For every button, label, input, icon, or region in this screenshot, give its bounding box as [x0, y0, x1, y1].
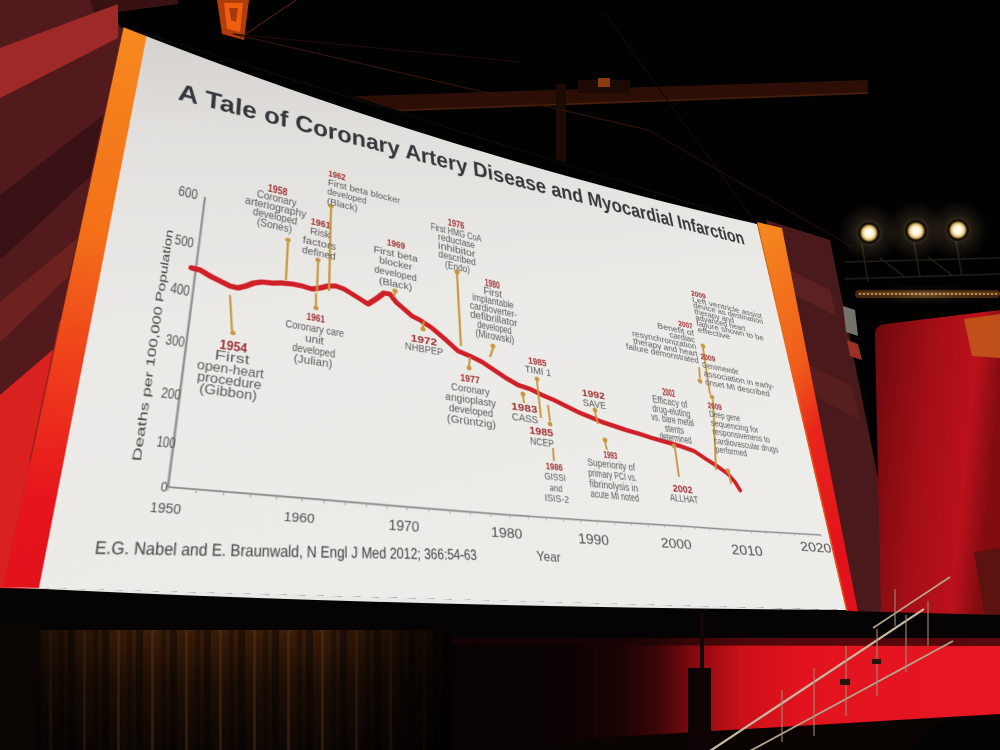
- svg-text:2009: 2009: [707, 399, 723, 412]
- svg-text:1985: 1985: [529, 425, 554, 439]
- svg-text:2010: 2010: [730, 542, 764, 559]
- svg-text:unit: unit: [305, 332, 325, 348]
- svg-text:and: and: [549, 482, 563, 494]
- svg-text:Deep gene: Deep gene: [708, 408, 741, 424]
- svg-text:100: 100: [156, 433, 177, 451]
- svg-text:1960: 1960: [283, 509, 315, 526]
- svg-text:First: First: [214, 348, 250, 368]
- svg-text:1993: 1993: [603, 448, 618, 461]
- svg-text:NHBPEP: NHBPEP: [405, 340, 443, 358]
- svg-text:NCEP: NCEP: [530, 436, 555, 450]
- svg-text:determined: determined: [659, 430, 693, 446]
- svg-text:GISSI: GISSI: [544, 472, 566, 485]
- svg-text:Superiority of: Superiority of: [587, 456, 636, 473]
- svg-text:1980: 1980: [491, 524, 523, 542]
- svg-text:(Endo): (Endo): [445, 259, 470, 276]
- svg-text:developed: developed: [449, 402, 494, 420]
- svg-text:1970: 1970: [388, 518, 419, 536]
- svg-text:400: 400: [169, 280, 191, 300]
- svg-text:1977: 1977: [460, 372, 480, 387]
- svg-text:Coronary: Coronary: [451, 381, 490, 399]
- svg-text:2020: 2020: [799, 538, 833, 556]
- svg-text:1990: 1990: [577, 532, 609, 549]
- svg-text:200: 200: [160, 385, 182, 404]
- svg-text:1969: 1969: [387, 236, 405, 251]
- svg-text:ALLHAT: ALLHAT: [669, 492, 699, 506]
- svg-text:E.G. Nabel and E. Braunwald, N: E.G. Nabel and E. Braunwald, N Engl J Me…: [94, 539, 478, 564]
- svg-text:ISIS-2: ISIS-2: [544, 493, 569, 506]
- svg-text:1954: 1954: [219, 337, 248, 355]
- svg-text:2009: 2009: [690, 289, 706, 301]
- svg-text:300: 300: [164, 332, 185, 351]
- svg-text:First: First: [483, 285, 502, 300]
- svg-text:0: 0: [160, 478, 169, 496]
- svg-text:performed: performed: [715, 443, 748, 459]
- svg-text:primary PCI vs.: primary PCI vs.: [588, 467, 638, 484]
- svg-text:2007: 2007: [678, 318, 694, 331]
- svg-text:1972: 1972: [411, 332, 438, 348]
- svg-text:1961: 1961: [306, 310, 325, 325]
- svg-text:1950: 1950: [149, 499, 183, 517]
- svg-text:600: 600: [177, 182, 198, 203]
- svg-text:(Gibbon): (Gibbon): [198, 381, 257, 404]
- svg-text:fibrinolysis in: fibrinolysis in: [589, 477, 639, 494]
- svg-text:TIMI 1: TIMI 1: [524, 362, 551, 378]
- svg-text:CASS: CASS: [511, 411, 538, 426]
- svg-text:2002: 2002: [662, 387, 676, 400]
- svg-text:(Julian): (Julian): [293, 352, 333, 371]
- svg-text:Year: Year: [536, 549, 561, 566]
- svg-text:1980: 1980: [484, 277, 500, 291]
- svg-text:2002: 2002: [672, 482, 694, 495]
- svg-text:stents: stents: [664, 422, 685, 436]
- svg-text:500: 500: [174, 231, 195, 252]
- svg-text:1986: 1986: [545, 462, 563, 474]
- svg-text:1983: 1983: [511, 400, 538, 416]
- svg-text:1992: 1992: [581, 386, 605, 401]
- svg-text:acute MI noted: acute MI noted: [590, 488, 640, 505]
- svg-text:2000: 2000: [660, 536, 693, 553]
- svg-text:SAVE: SAVE: [582, 396, 606, 411]
- svg-text:1985: 1985: [528, 354, 547, 369]
- svg-text:Risk: Risk: [310, 225, 331, 241]
- svg-text:2009: 2009: [700, 352, 716, 364]
